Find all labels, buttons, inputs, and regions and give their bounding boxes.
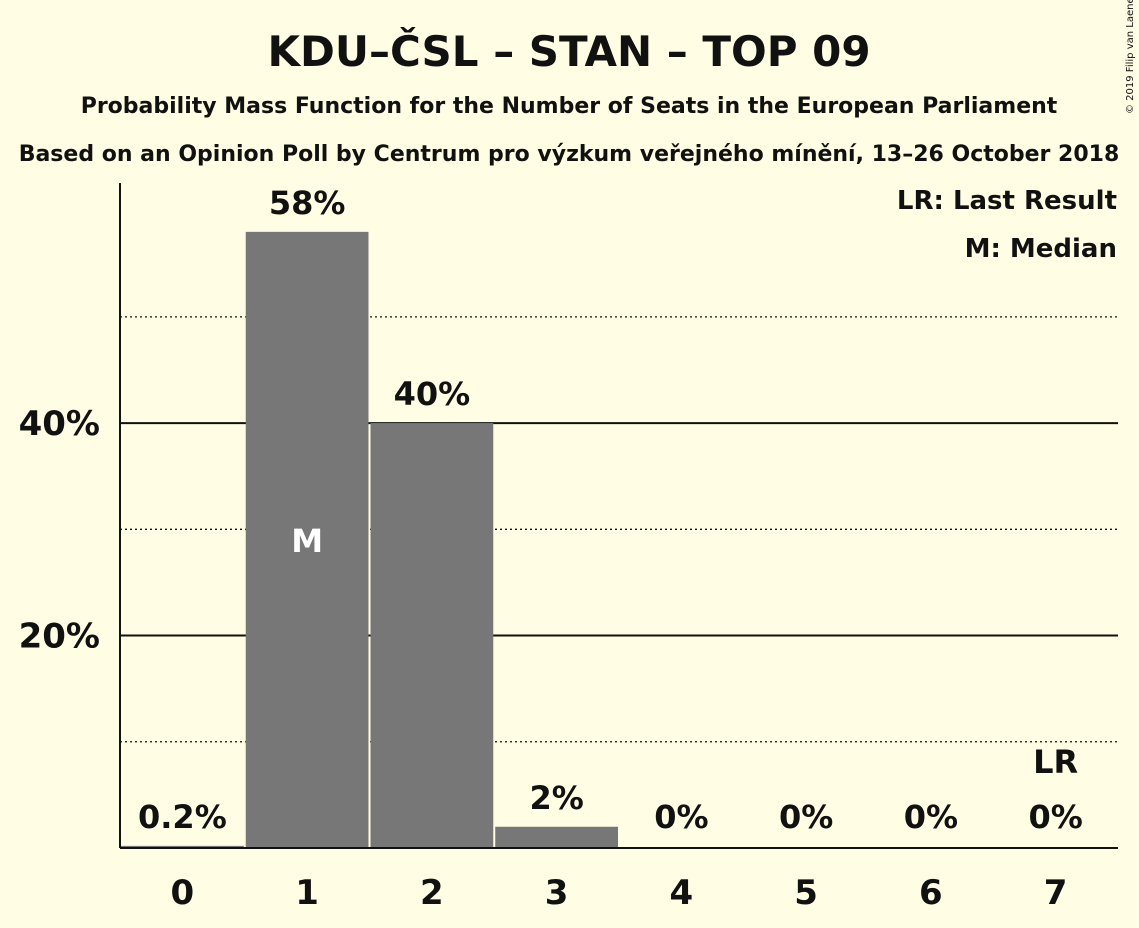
bar-3 (495, 826, 618, 848)
legend-last-result: LR: Last Result (897, 186, 1117, 216)
axes: 20% 40% 0 1 2 3 4 5 6 7 (19, 183, 1118, 913)
x-tick-label: 1 (295, 873, 319, 913)
y-tick-label: 20% (19, 617, 100, 657)
value-label: 0% (904, 798, 958, 836)
value-labels: 0.2% 58% M 40% 2% 0% 0% 0% 0% LR (138, 184, 1083, 836)
chart-title: KDU–ČSL – STAN – TOP 09 (267, 26, 870, 76)
value-label: 2% (529, 779, 583, 817)
y-tick-label: 40% (19, 404, 100, 444)
x-tick-label: 3 (545, 873, 569, 913)
value-label: 40% (394, 375, 471, 413)
x-tick-label: 2 (420, 873, 444, 913)
median-marker: M (291, 522, 323, 560)
bar-0 (121, 845, 244, 848)
value-label: 58% (269, 184, 346, 222)
last-result-marker: LR (1033, 743, 1078, 781)
legend-median: M: Median (965, 234, 1117, 264)
bar-2 (370, 423, 494, 848)
bars (121, 231, 618, 848)
x-tick-label: 4 (670, 873, 694, 913)
value-label: 0% (1028, 798, 1082, 836)
x-tick-label: 7 (1044, 873, 1068, 913)
copyright-note: © 2019 Filip van Laenen (1125, 0, 1136, 114)
x-tick-label: 0 (171, 873, 195, 913)
bar-1 (245, 231, 369, 848)
value-label: 0.2% (138, 798, 227, 836)
chart-subtitle-source: Based on an Opinion Poll by Centrum pro … (19, 142, 1120, 167)
value-label: 0% (779, 798, 833, 836)
x-tick-label: 6 (919, 873, 943, 913)
chart-subtitle: Probability Mass Function for the Number… (81, 94, 1058, 119)
value-label: 0% (654, 798, 708, 836)
x-tick-label: 5 (794, 873, 818, 913)
